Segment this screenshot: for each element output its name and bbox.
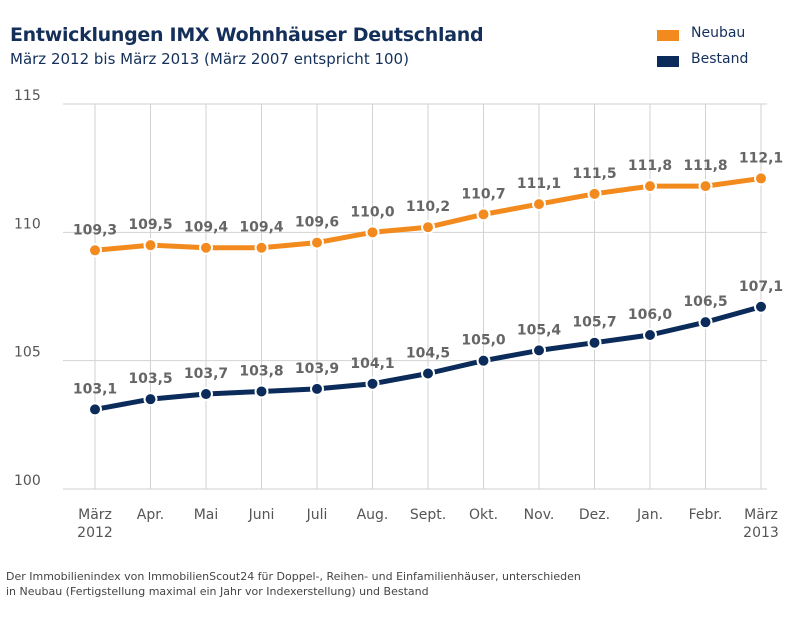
data-point-neubau [587,186,602,201]
data-label-neubau: 111,5 [572,166,616,182]
chart-subtitle: März 2012 bis März 2013 (März 2007 entsp… [10,50,409,68]
data-point-bestand [587,335,602,350]
data-point-bestand [365,376,380,391]
data-label-bestand: 103,1 [73,381,117,397]
x-tick-label: 2013 [743,525,779,541]
x-tick-label: Nov. [524,507,555,523]
legend-swatch-bestand [657,56,679,67]
data-label-bestand: 104,1 [350,356,394,372]
data-point-neubau [754,171,768,186]
data-point-bestand [88,402,102,417]
data-point-neubau [88,243,102,258]
x-tick-label: März [744,507,778,523]
data-label-bestand: 103,7 [184,366,228,382]
data-point-bestand [199,387,213,402]
x-tick-label: 2012 [77,525,113,541]
legend-label-neubau: Neubau [691,25,746,41]
y-tick-label: 105 [14,345,41,361]
data-label-neubau: 112,1 [739,150,783,166]
x-tick-label: Jan. [636,507,663,523]
data-label-bestand: 105,0 [461,333,506,349]
data-point-bestand [143,392,158,407]
data-label-neubau: 109,4 [184,220,229,236]
data-point-neubau [199,240,213,255]
data-label-bestand: 103,8 [239,363,283,379]
data-label-bestand: 106,0 [628,307,673,323]
data-point-neubau [254,240,269,255]
data-label-neubau: 110,2 [406,199,450,215]
data-label-bestand: 103,9 [295,361,339,377]
x-tick-label: Apr. [137,507,164,523]
x-tick-label: Juli [306,507,328,523]
data-label-neubau: 111,1 [517,176,561,192]
data-label-neubau: 109,4 [239,220,284,236]
x-tick-label: Dez. [579,507,610,523]
data-label-neubau: 109,6 [295,215,339,231]
x-tick-label: Okt. [469,507,498,523]
data-point-bestand [254,384,269,399]
data-point-neubau [143,238,158,253]
data-label-bestand: 105,7 [572,315,616,331]
data-label-neubau: 111,8 [683,158,727,174]
data-label-bestand: 105,4 [517,322,562,338]
x-tick-label: Mai [194,507,219,523]
data-point-bestand [643,328,657,342]
data-label-neubau: 110,7 [461,186,505,202]
y-tick-label: 100 [14,473,41,489]
x-tick-label: Aug. [357,507,389,523]
data-label-neubau: 109,5 [128,217,172,233]
data-point-neubau [365,225,380,240]
data-point-bestand [476,353,491,368]
data-label-neubau: 110,0 [350,204,395,220]
data-point-neubau [421,220,435,235]
data-point-neubau [643,179,657,194]
x-tick-label: Sept. [410,507,446,523]
x-tick-label: Juni [248,507,275,523]
data-label-neubau: 109,3 [73,222,117,238]
data-label-bestand: 104,5 [406,346,450,362]
footnote-line-1: Der Immobilienindex von ImmobilienScout2… [6,570,581,583]
data-label-bestand: 103,5 [128,371,172,387]
data-label-bestand: 106,5 [683,294,727,310]
data-point-bestand [310,381,324,396]
legend-swatch-neubau [657,30,679,41]
data-point-bestand [754,299,768,314]
footnote-line-2: in Neubau (Fertigstellung maximal ein Ja… [6,585,429,598]
chart-title: Entwicklungen IMX Wohnhäuser Deutschland [10,24,484,46]
x-tick-label: Febr. [689,507,723,523]
data-point-bestand [421,366,435,381]
data-label-neubau: 111,8 [628,158,672,174]
data-point-neubau [476,207,491,222]
x-tick-label: März [78,507,112,523]
legend-label-bestand: Bestand [691,51,749,67]
y-tick-label: 115 [14,88,41,104]
footnote: Der Immobilienindex von ImmobilienScout2… [6,569,706,599]
data-point-bestand [532,343,546,358]
line-chart: 100 105 110 115 März 2012 Apr. Mai Juni Juli Aug. S… [14,88,783,541]
data-point-neubau [310,235,324,250]
data-point-neubau [532,197,546,212]
data-label-bestand: 107,1 [739,279,783,295]
y-tick-label: 110 [14,216,41,232]
data-point-neubau [698,179,713,194]
data-point-bestand [698,315,713,330]
